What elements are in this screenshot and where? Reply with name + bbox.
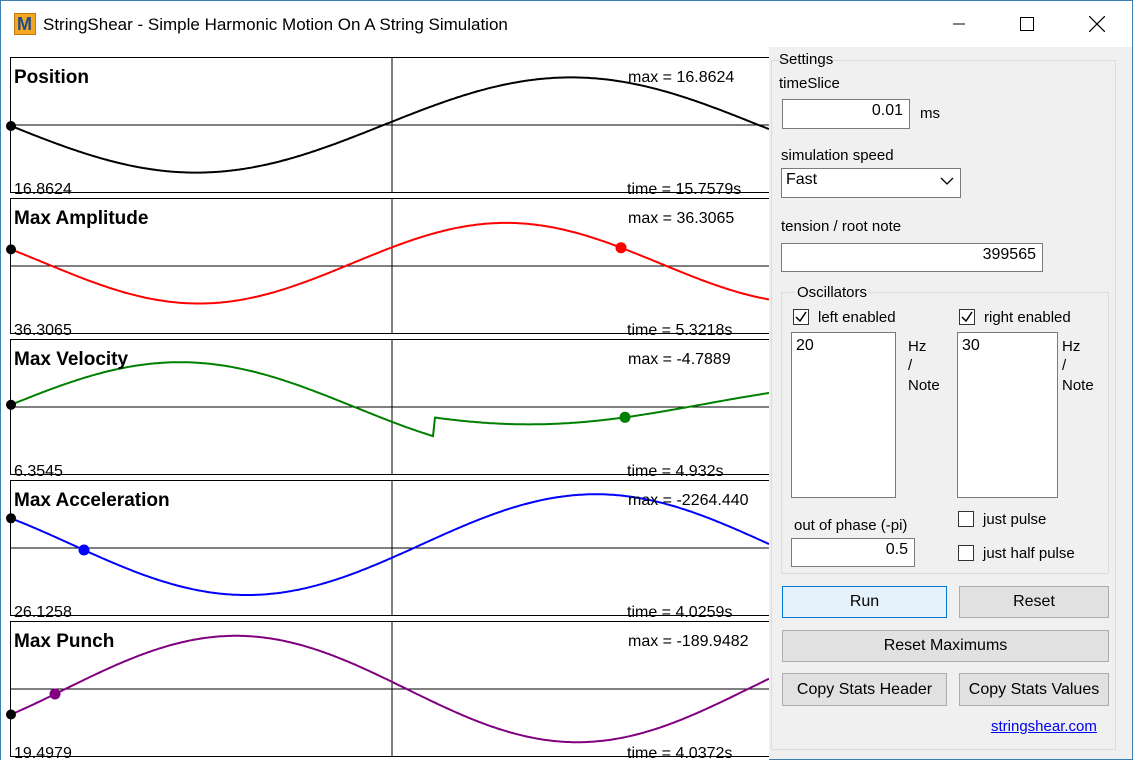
plot-max-amplitude: Max Amplitude max = 36.3065 36.3065 time… — [1, 198, 769, 339]
plot-max-amplitude-canvas — [6, 198, 769, 334]
plot-max-marker — [78, 544, 90, 556]
plot-max-label: max = -2264.440 — [628, 492, 749, 509]
timeslice-label: timeSlice — [779, 75, 840, 92]
plot-value-label: 6.3545 — [14, 463, 63, 480]
maximize-button[interactable] — [993, 1, 1061, 47]
just-pulse-checkbox[interactable] — [958, 511, 974, 527]
left-frequency-value: 20 — [796, 337, 814, 354]
plot-max-velocity: Max Velocity max = -4.7889 6.3545 time =… — [1, 339, 769, 480]
reset-maximums-button[interactable]: Reset Maximums — [782, 630, 1109, 662]
minimize-icon — [953, 23, 965, 25]
plot-curve — [10, 493, 769, 596]
checkmark-icon — [961, 311, 973, 323]
left-unit-hz: Hz — [908, 338, 927, 355]
tension-input[interactable]: 399565 — [781, 243, 1043, 272]
plot-origin-marker — [6, 709, 16, 720]
right-frequency-list[interactable]: 30 — [957, 332, 1058, 498]
plot-origin-marker — [6, 513, 16, 524]
just-half-pulse-label: just half pulse — [983, 545, 1075, 562]
timeslice-input[interactable]: 0.01 — [782, 99, 910, 129]
plot-curve — [10, 221, 769, 305]
left-enabled-checkbox[interactable] — [793, 309, 809, 325]
plot-max-label: max = -4.7889 — [628, 351, 731, 368]
left-enabled-label: left enabled — [818, 309, 896, 326]
left-unit-note: Note — [908, 377, 940, 394]
oscillators-group — [781, 292, 1109, 574]
left-unit-slash: / — [908, 357, 913, 374]
left-frequency-list[interactable]: 20 — [791, 332, 896, 498]
right-enabled-label: right enabled — [984, 309, 1071, 326]
plot-max-acceleration: Max Acceleration max = -2264.440 26.1258… — [1, 480, 769, 621]
plot-curve — [10, 634, 769, 744]
plot-origin-marker — [6, 244, 16, 255]
right-frequency-value: 30 — [962, 337, 980, 354]
copy-stats-values-button[interactable]: Copy Stats Values — [959, 673, 1109, 706]
plot-max-marker — [615, 242, 627, 254]
plots-area: Position max = 16.8624 16.8624 time = 15… — [1, 47, 769, 760]
settings-group-label: Settings — [779, 51, 834, 68]
plot-max-marker — [49, 688, 61, 700]
plot-max-punch-canvas — [6, 621, 769, 757]
simulation-speed-select[interactable]: Fast — [781, 168, 961, 198]
plot-title: Max Velocity — [14, 349, 129, 370]
plot-title: Max Acceleration — [14, 490, 170, 511]
oscillators-group-label: Oscillators — [795, 284, 870, 301]
settings-panel: Settings timeSlice 0.01 ms simulation sp… — [771, 47, 1133, 760]
simulation-speed-value: Fast — [786, 171, 818, 188]
plot-curve — [10, 76, 769, 174]
minimize-button[interactable] — [925, 1, 993, 47]
phase-label: out of phase (-pi) — [794, 517, 908, 534]
simulation-speed-label: simulation speed — [781, 147, 894, 164]
chevron-down-icon — [940, 177, 954, 185]
plot-max-label: max = -189.9482 — [628, 633, 749, 650]
plot-max-marker — [619, 411, 631, 423]
copy-stats-header-button[interactable]: Copy Stats Header — [782, 673, 947, 706]
maximize-icon — [1020, 17, 1034, 31]
right-unit-hz: Hz — [1062, 338, 1081, 355]
plot-origin-marker — [6, 121, 16, 131]
close-icon — [1089, 16, 1105, 32]
plot-position-canvas — [6, 57, 769, 193]
app-icon: M — [14, 13, 36, 35]
stringshear-link[interactable]: stringshear.com — [991, 718, 1097, 735]
plot-max-label: max = 36.3065 — [628, 210, 735, 227]
timeslice-unit: ms — [920, 105, 940, 122]
settings-group — [771, 60, 1116, 750]
plot-max-velocity-canvas — [6, 339, 769, 475]
tension-label: tension / root note — [781, 218, 902, 235]
plot-title: Position — [14, 67, 89, 88]
right-enabled-checkbox[interactable] — [959, 309, 975, 325]
just-pulse-label: just pulse — [983, 511, 1047, 528]
right-unit-slash: / — [1062, 357, 1067, 374]
window-title: StringShear - Simple Harmonic Motion On … — [43, 15, 508, 34]
checkmark-icon — [795, 311, 807, 323]
run-button[interactable]: Run — [782, 586, 947, 618]
plot-value-label: 16.8624 — [14, 181, 72, 198]
plot-time-label: time = 5.3218s — [627, 322, 733, 339]
plot-value-label: 36.3065 — [14, 322, 72, 339]
plot-title: Max Punch — [14, 631, 115, 652]
reset-button[interactable]: Reset — [959, 586, 1109, 618]
plot-time-label: time = 4.0259s — [627, 604, 733, 621]
plot-max-acceleration-canvas — [6, 480, 769, 616]
plot-value-label: 19.4979 — [14, 745, 72, 760]
title-bar[interactable]: M StringShear - Simple Harmonic Motion O… — [1, 1, 1132, 47]
plot-title: Max Amplitude — [14, 208, 149, 229]
plot-max-punch: Max Punch max = -189.9482 19.4979 time =… — [1, 621, 769, 760]
close-button[interactable] — [1063, 1, 1131, 47]
plot-position: Position max = 16.8624 16.8624 time = 15… — [1, 57, 769, 198]
plot-time-label: time = 15.7579s — [627, 181, 742, 198]
right-unit-note: Note — [1062, 377, 1094, 394]
plot-value-label: 26.1258 — [14, 604, 72, 621]
plot-max-label: max = 16.8624 — [628, 69, 735, 86]
plot-curve — [10, 361, 769, 438]
phase-input[interactable]: 0.5 — [791, 538, 915, 567]
plot-origin-marker — [6, 399, 16, 410]
plot-time-label: time = 4.0372s — [627, 745, 733, 760]
plot-time-label: time = 4.932s — [627, 463, 724, 480]
just-half-pulse-checkbox[interactable] — [958, 545, 974, 561]
